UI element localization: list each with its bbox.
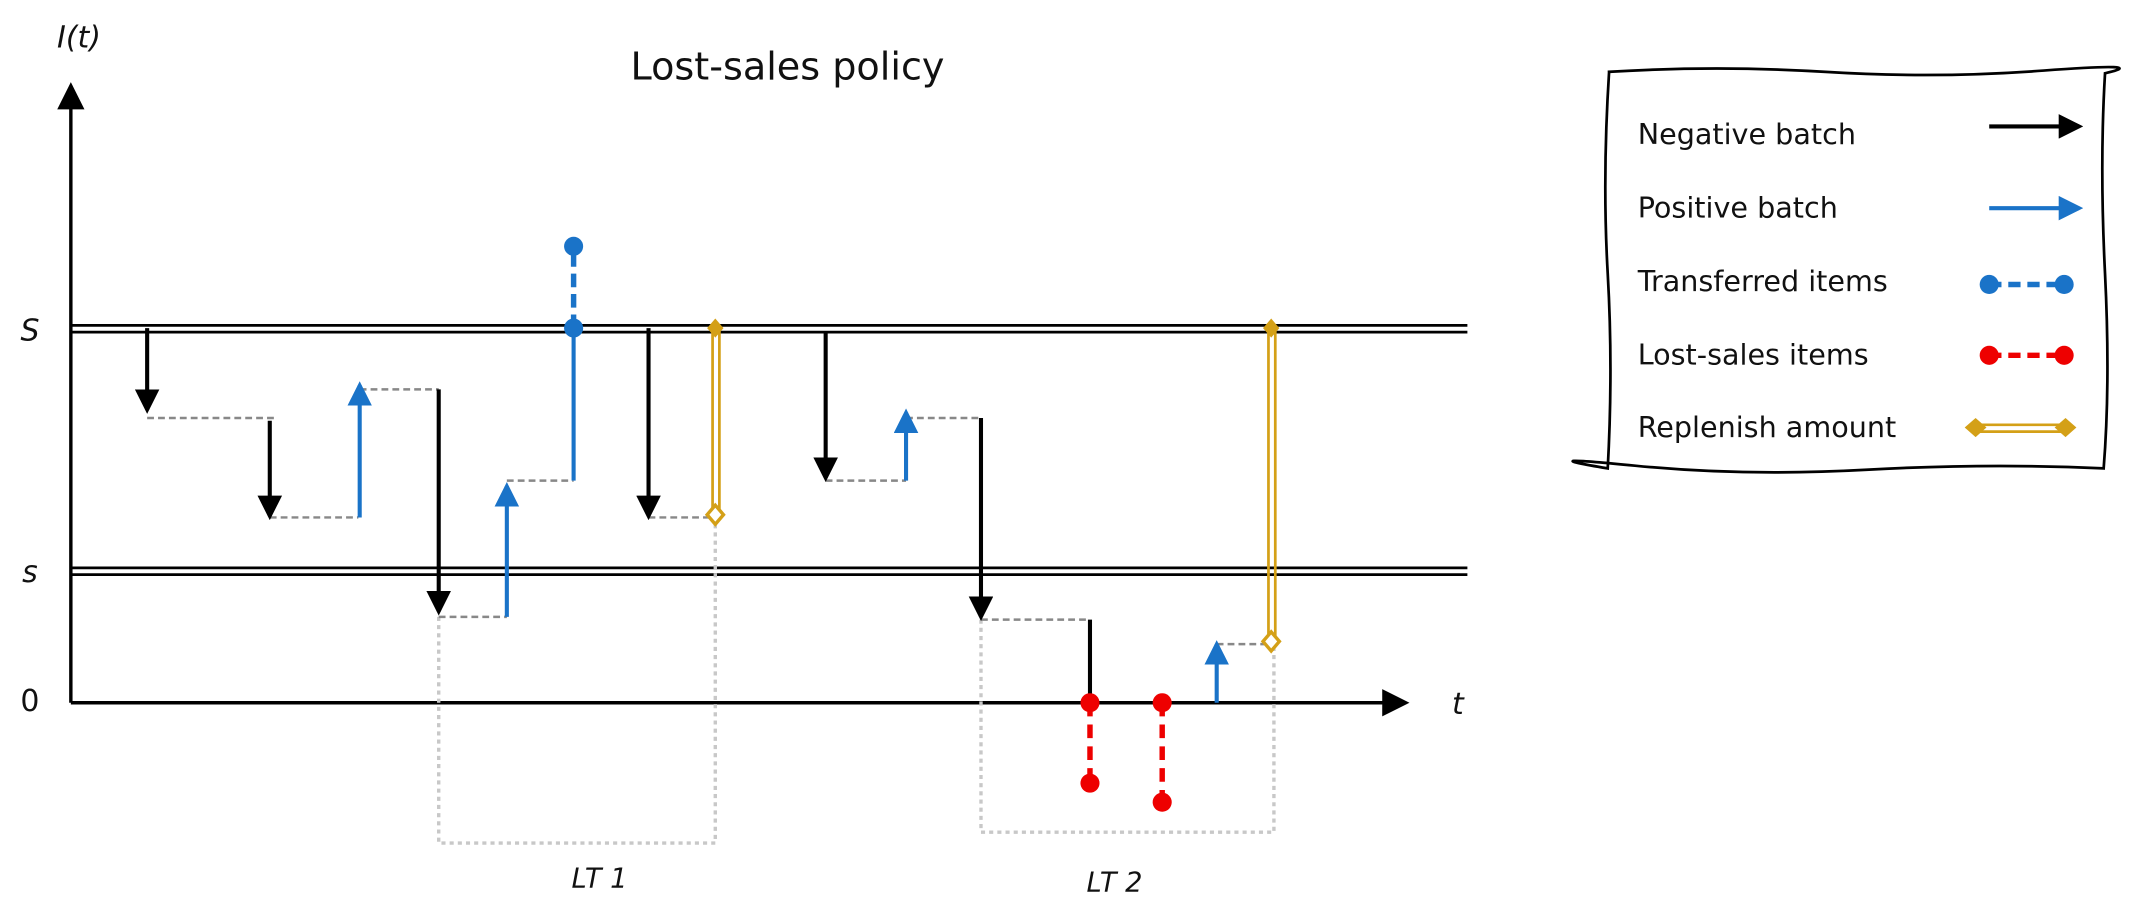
level-label: S — [20, 314, 39, 349]
y-axis-label: I(t) — [57, 21, 101, 56]
negative-batches — [134, 328, 1093, 703]
legend: Negative batch Positive batch Transferre… — [1571, 65, 2121, 474]
level-label: s — [22, 555, 38, 590]
legend-label: Transferred items — [1637, 264, 1888, 298]
lead-time-label: LT 2 — [1087, 867, 1143, 898]
level-lines — [70, 323, 1468, 577]
replenish-amounts — [704, 318, 1282, 654]
axes — [57, 82, 1410, 717]
legend-label: Negative batch — [1638, 117, 1856, 151]
lost-sales-items — [1080, 693, 1172, 812]
transferred-items — [564, 236, 584, 338]
legend-label: Positive batch — [1638, 191, 1838, 225]
lead-time-brackets — [437, 517, 1276, 845]
legend-label: Lost-sales items — [1638, 338, 1869, 372]
level-label: 0 — [20, 684, 39, 719]
x-axis-label: t — [1452, 687, 1465, 722]
title: Lost-sales policy — [631, 45, 945, 89]
legend-label: Replenish amount — [1638, 410, 1897, 444]
positive-batches — [347, 328, 1229, 703]
lead-time-label: LT 1 — [572, 863, 628, 894]
